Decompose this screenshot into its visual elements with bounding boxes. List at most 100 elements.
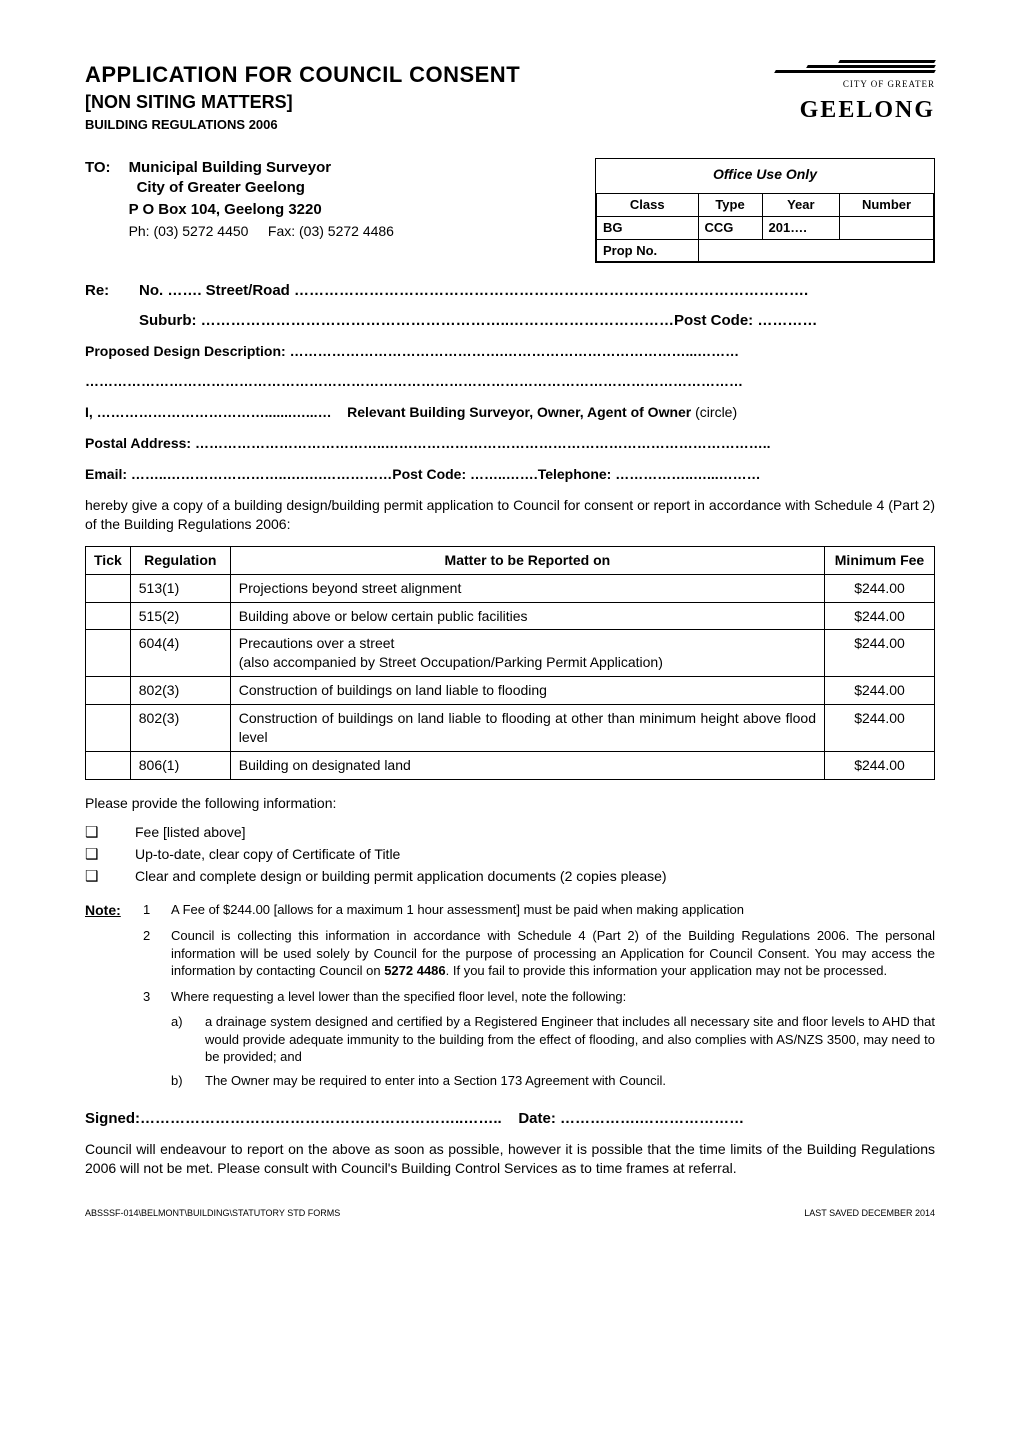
matter-cell: Building above or below certain public f… xyxy=(230,602,824,630)
checklist: ❑ Fee [listed above] ❑ Up-to-date, clear co… xyxy=(85,823,935,888)
table-row: 515(2)Building above or below certain pu… xyxy=(86,602,935,630)
reg-header-regulation: Regulation xyxy=(130,546,230,574)
to-line1: Municipal Building Surveyor xyxy=(129,158,394,178)
council-logo: CITY OF GREATER GEELONG xyxy=(775,60,935,126)
applicant-i-prefix: I, ……………………………….......…...… xyxy=(85,404,332,420)
fee-cell: $244.00 xyxy=(825,630,935,677)
postal-address-line[interactable]: Postal Address: …………………………………..………………………… xyxy=(85,434,935,453)
re-suburb-line[interactable]: Suburb: ……………………………………………………..…………………………… xyxy=(139,311,935,331)
reg-header-matter: Matter to be Reported on xyxy=(230,546,824,574)
note-number: 3 xyxy=(143,988,157,1006)
office-header-year: Year xyxy=(762,194,840,217)
closing-paragraph: Council will endeavour to report on the … xyxy=(85,1140,935,1178)
regulation-table: Tick Regulation Matter to be Reported on… xyxy=(85,546,935,780)
to-block: TO: Municipal Building Surveyor City of … xyxy=(85,158,394,242)
form-lines: Proposed Design Description: ……………………………… xyxy=(85,342,935,484)
table-row: 806(1)Building on designated land$244.00 xyxy=(86,751,935,779)
office-year-cell[interactable]: 201…. xyxy=(762,216,840,239)
note-text: Where requesting a level lower than the … xyxy=(171,988,935,1006)
notes-label: Note: xyxy=(85,901,129,1095)
note-text: Council is collecting this information i… xyxy=(171,927,935,980)
matter-cell: Construction of buildings on land liable… xyxy=(230,677,824,705)
fee-cell: $244.00 xyxy=(825,705,935,752)
matter-cell: Precautions over a street(also accompani… xyxy=(230,630,824,677)
note-number: 2 xyxy=(143,927,157,980)
intro-paragraph: hereby give a copy of a building design/… xyxy=(85,496,935,534)
header-row: APPLICATION FOR COUNCIL CONSENT [NON SIT… xyxy=(85,60,935,134)
footer-right: LAST SAVED DECEMBER 2014 xyxy=(804,1207,935,1219)
applicant-circle-text: (circle) xyxy=(695,404,737,420)
office-use-table: Class Type Year Number BG CCG 201…. Prop… xyxy=(596,193,934,262)
fee-cell: $244.00 xyxy=(825,574,935,602)
tick-cell[interactable] xyxy=(86,705,131,752)
applicant-i-line[interactable]: I, ……………………………….......…...… Relevant Bui… xyxy=(85,403,935,422)
title-block: APPLICATION FOR COUNCIL CONSENT [NON SIT… xyxy=(85,60,520,134)
to-body: Municipal Building Surveyor City of Grea… xyxy=(129,158,394,242)
re-block: Re: No. ……. Street/Road …………………………………………… xyxy=(85,281,935,332)
office-prop-label: Prop No. xyxy=(597,239,699,262)
email-phone-line[interactable]: Email: ……..……………………..….….……………Post Code:… xyxy=(85,465,935,484)
page-subtitle: [NON SITING MATTERS] xyxy=(85,90,520,114)
fee-cell: $244.00 xyxy=(825,751,935,779)
checkbox-icon[interactable]: ❑ xyxy=(85,823,101,843)
reg-table-body: 513(1)Projections beyond street alignmen… xyxy=(86,574,935,779)
tick-cell[interactable] xyxy=(86,677,131,705)
note-sub-text: The Owner may be required to enter into … xyxy=(205,1072,935,1090)
regulation-cell: 802(3) xyxy=(130,677,230,705)
reg-header-fee: Minimum Fee xyxy=(825,546,935,574)
regulation-cell: 806(1) xyxy=(130,751,230,779)
tick-cell[interactable] xyxy=(86,574,131,602)
checklist-item: ❑ Up-to-date, clear copy of Certificate o… xyxy=(85,845,935,865)
regulation-cell: 513(1) xyxy=(130,574,230,602)
tick-cell[interactable] xyxy=(86,602,131,630)
regulation-cell: 515(2) xyxy=(130,602,230,630)
office-class-cell[interactable]: BG xyxy=(597,216,699,239)
checklist-item: ❑ Fee [listed above] xyxy=(85,823,935,843)
note-text: A Fee of $244.00 [allows for a maximum 1… xyxy=(171,901,935,919)
to-phones: Ph: (03) 5272 4450 Fax: (03) 5272 4486 xyxy=(129,222,394,241)
table-row: 604(4)Precautions over a street(also acc… xyxy=(86,630,935,677)
logo-main-text: GEELONG xyxy=(775,94,935,126)
to-address: P O Box 104, Geelong 3220 xyxy=(129,200,394,220)
note-number: 1 xyxy=(143,901,157,919)
note-item: 2 Council is collecting this information … xyxy=(143,927,935,980)
re-street-line[interactable]: No. ……. Street/Road ……………………………………………………… xyxy=(139,281,935,301)
footer-left: ABSSSF-014\BELMONT\BUILDING\STATUTORY ST… xyxy=(85,1207,340,1219)
to-line2: City of Greater Geelong xyxy=(137,178,394,198)
office-prop-row: Prop No. xyxy=(597,239,934,262)
matter-cell: Building on designated land xyxy=(230,751,824,779)
design-desc-line1[interactable]: Proposed Design Description: ……………………………… xyxy=(85,342,935,361)
provide-info-line: Please provide the following information… xyxy=(85,794,935,813)
fee-cell: $244.00 xyxy=(825,602,935,630)
to-office-row: TO: Municipal Building Surveyor City of … xyxy=(85,158,935,264)
office-number-cell[interactable] xyxy=(840,216,934,239)
design-desc-line2[interactable]: …………………………………………………………………………………………………………… xyxy=(85,372,935,391)
tick-cell[interactable] xyxy=(86,630,131,677)
office-prop-cell[interactable] xyxy=(698,239,934,262)
office-header-class: Class xyxy=(597,194,699,217)
checkbox-icon[interactable]: ❑ xyxy=(85,867,101,887)
note-sub-text: a drainage system designed and certified… xyxy=(205,1013,935,1066)
logo-lines-icon xyxy=(775,60,935,73)
matter-cell: Projections beyond street alignment xyxy=(230,574,824,602)
to-phone: Ph: (03) 5272 4450 xyxy=(129,223,249,239)
checklist-text: Up-to-date, clear copy of Certificate of… xyxy=(135,845,400,864)
signed-field[interactable]: Signed:………………………………………………………..…….. xyxy=(85,1110,502,1127)
logo-small-text: CITY OF GREATER xyxy=(843,78,935,90)
office-use-title: Office Use Only xyxy=(596,159,934,194)
tick-cell[interactable] xyxy=(86,751,131,779)
table-row: 802(3)Construction of buildings on land … xyxy=(86,677,935,705)
re-spacer xyxy=(85,311,121,331)
checklist-text: Clear and complete design or building pe… xyxy=(135,867,667,886)
checklist-text: Fee [listed above] xyxy=(135,823,246,842)
office-type-cell[interactable]: CCG xyxy=(698,216,762,239)
signed-date-row: Signed:………………………………………………………..…….. Date:… xyxy=(85,1109,935,1129)
page-title: APPLICATION FOR COUNCIL CONSENT xyxy=(85,60,520,90)
note-sub-letter: b) xyxy=(171,1072,191,1090)
office-header-type: Type xyxy=(698,194,762,217)
date-field[interactable]: Date: …………….………………… xyxy=(518,1110,744,1127)
reg-table-header-row: Tick Regulation Matter to be Reported on… xyxy=(86,546,935,574)
re-label: Re: xyxy=(85,281,121,301)
note-sub-item: a)a drainage system designed and certifi… xyxy=(171,1013,935,1066)
checkbox-icon[interactable]: ❑ xyxy=(85,845,101,865)
